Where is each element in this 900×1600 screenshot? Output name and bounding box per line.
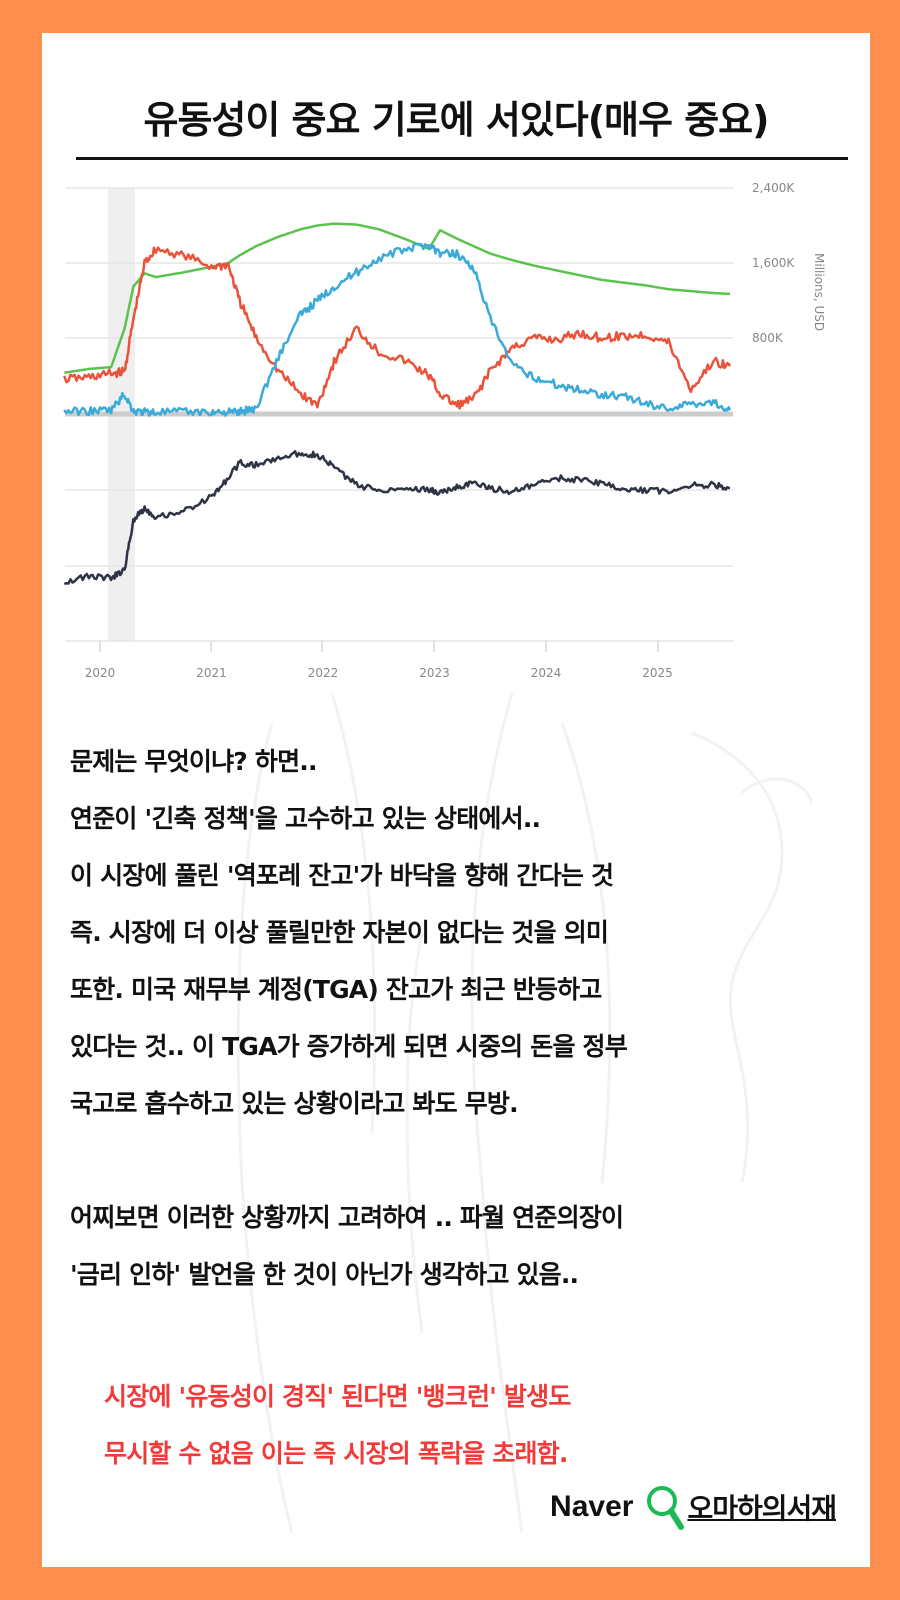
series-line bbox=[63, 246, 732, 410]
bottom-series bbox=[63, 450, 731, 586]
paragraph-line: 이 시장에 풀린 '역포레 잔고'가 바닥을 향해 간다는 것 bbox=[70, 861, 614, 890]
platform-label: Naver bbox=[550, 1490, 634, 1523]
paragraph-line: 있다는 것.. 이 TGA가 증가하게 되면 시중의 돈을 정부 bbox=[70, 1032, 628, 1061]
body-text: 문제는 무엇이냐? 하면.. 연준이 '긴축 정책'을 고수하고 있는 상태에서… bbox=[70, 733, 860, 1303]
x-tick-label: 2024 bbox=[531, 666, 562, 680]
bottom-gridlines bbox=[65, 489, 733, 642]
search-icon bbox=[647, 1486, 685, 1530]
paragraph-line: 어찌보면 이러한 상황까지 고려하여 .. 파월 연준의장이 bbox=[70, 1203, 624, 1232]
x-ticks bbox=[99, 641, 659, 652]
watermark-illustration bbox=[236, 692, 814, 1534]
top-gridlines bbox=[65, 187, 733, 339]
highlight-line: 무시할 수 없음 이는 즉 시장의 폭락을 초래함. bbox=[104, 1439, 568, 1468]
x-tick-label: 2025 bbox=[642, 666, 673, 680]
x-tick-label: 2022 bbox=[308, 666, 339, 680]
paragraph-spacer bbox=[70, 1132, 860, 1189]
blog-name-link[interactable]: 오마하의서재 bbox=[687, 1492, 837, 1525]
y-tick-label: 2,400K bbox=[752, 181, 795, 195]
paragraph-line: 또한. 미국 재무부 계정(TGA) 잔고가 최근 반등하고 bbox=[70, 975, 602, 1004]
y-axis-label: Millions, USD bbox=[812, 253, 826, 331]
series-line bbox=[63, 242, 732, 417]
paragraph-line: 국고로 흡수하고 있는 상황이라고 봐도 무방. bbox=[70, 1089, 519, 1118]
y-tick-label: 800K bbox=[752, 331, 784, 345]
series-line bbox=[64, 222, 730, 374]
y-tick-label: 1,600K bbox=[752, 256, 795, 270]
content-panel: 유동성이 중요 기로에 서있다(매우 중요) 2020 2021 2022 2023 2… bbox=[42, 33, 870, 1567]
x-tick-labels: 2020 2021 2022 2023 2024 2025 bbox=[85, 666, 673, 680]
y-tick-labels: 800K 1,600K 2,400K bbox=[752, 181, 795, 345]
page-title: 유동성이 중요 기로에 서있다(매우 중요) bbox=[143, 98, 769, 142]
paragraph-line: 즉. 시장에 더 이상 풀릴만한 자본이 없다는 것을 의미 bbox=[70, 918, 609, 947]
highlight-warning: 시장에 '유동성이 경직' 된다면 '뱅크런' 발생도 무시할 수 없음 이는 … bbox=[104, 1368, 824, 1482]
highlight-line: 시장에 '유동성이 경직' 된다면 '뱅크런' 발생도 bbox=[104, 1382, 571, 1411]
series-line bbox=[63, 450, 731, 586]
x-tick-label: 2021 bbox=[196, 666, 227, 680]
paragraph-line: 연준이 '긴축 정책'을 고수하고 있는 상태에서.. bbox=[70, 804, 541, 833]
x-tick-label: 2023 bbox=[419, 666, 450, 680]
footer-signature: Naver 오마하의서재 bbox=[550, 1483, 837, 1531]
liquidity-chart: 2020 2021 2022 2023 2024 2025 800K 1,600K 2,400… bbox=[63, 181, 826, 680]
title-divider bbox=[76, 157, 848, 160]
paragraph-line: '금리 인하' 발언을 한 것이 아닌가 생각하고 있음.. bbox=[70, 1260, 579, 1289]
paragraph-line: 문제는 무엇이냐? 하면.. bbox=[70, 747, 318, 776]
x-tick-label: 2020 bbox=[85, 666, 116, 680]
top-series bbox=[63, 222, 732, 417]
